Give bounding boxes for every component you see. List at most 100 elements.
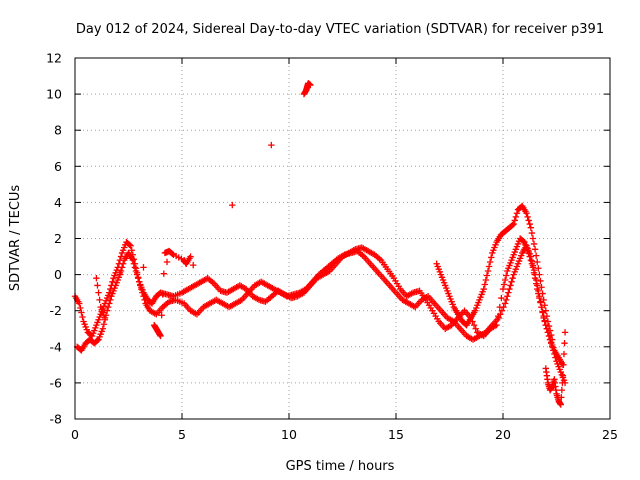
plot-frame <box>74 57 611 420</box>
data-point-marker <box>96 296 103 304</box>
data-point-marker <box>136 278 143 286</box>
data-point-marker <box>497 311 504 318</box>
data-point-marker <box>527 224 535 231</box>
data-point-marker <box>106 289 113 296</box>
data-point-marker <box>547 339 555 347</box>
data-point-marker <box>78 309 85 316</box>
data-point-marker <box>551 350 558 358</box>
data-point-marker <box>187 253 194 260</box>
data-point-marker <box>500 281 508 288</box>
y-tick-label: -4 <box>50 339 63 354</box>
data-point-marker <box>534 282 541 289</box>
data-point-marker <box>93 275 100 282</box>
x-axis-label: GPS time / hours <box>286 459 395 474</box>
data-point-marker <box>77 304 84 312</box>
data-point-marker <box>512 213 520 221</box>
data-point-marker <box>504 293 511 300</box>
data-point-marker <box>118 264 126 271</box>
data-point-marker <box>99 325 107 332</box>
y-tick-label: 12 <box>46 51 62 66</box>
data-point-marker <box>482 276 490 284</box>
data-point-marker <box>480 285 487 293</box>
data-point-marker <box>552 354 559 361</box>
chart-title: Day 012 of 2024, Sidereal Day-to-day VTE… <box>76 22 604 37</box>
data-point-marker <box>498 307 506 314</box>
data-point-marker <box>104 303 112 311</box>
data-point-marker <box>506 285 513 293</box>
data-point-marker <box>107 296 114 304</box>
data-point-marker <box>163 258 171 266</box>
data-point-marker <box>117 253 125 260</box>
data-point-marker <box>543 312 551 320</box>
data-point-marker <box>488 254 495 261</box>
data-point-marker <box>500 303 507 311</box>
data-point-marker <box>544 318 552 325</box>
data-point-marker <box>536 293 543 300</box>
data-point-marker <box>470 321 478 329</box>
data-point-marker <box>540 314 547 322</box>
data-point-marker <box>539 290 546 297</box>
data-point-marker <box>546 327 554 334</box>
data-point-marker <box>472 325 479 332</box>
data-point-marker <box>101 314 109 322</box>
data-point-marker <box>511 217 518 224</box>
data-point-marker <box>526 220 533 228</box>
data-point-marker <box>541 302 548 309</box>
data-point-marker <box>561 329 569 336</box>
data-point-marker <box>79 313 86 321</box>
data-point-marker <box>501 276 509 284</box>
data-point-marker <box>132 267 140 275</box>
axis-ticks: 0 5 10 15 20 25 -8 -6 -4 -2 0 2 4 6 8 10 12 <box>46 51 618 443</box>
data-point-marker <box>540 296 547 304</box>
data-point-marker <box>509 221 516 229</box>
data-point-marker <box>539 309 546 316</box>
data-point-marker <box>107 285 114 293</box>
x-tick-label: 10 <box>281 427 297 442</box>
y-tick-label: 8 <box>54 123 62 138</box>
data-point-marker <box>559 372 567 379</box>
data-point-marker <box>549 336 556 343</box>
data-point-marker <box>508 278 515 286</box>
data-point-marker <box>133 271 141 278</box>
data-point-marker <box>535 265 542 272</box>
data-point-marker <box>157 332 164 340</box>
y-tick-label: 10 <box>46 87 62 102</box>
data-point-marker <box>560 350 568 358</box>
data-point-marker <box>557 401 564 408</box>
data-point-marker <box>307 81 314 89</box>
data-point-marker <box>128 247 135 254</box>
data-point-marker <box>481 281 489 288</box>
data-point-marker <box>109 278 116 286</box>
data-point-marker <box>537 277 544 285</box>
data-point-marker <box>560 361 567 369</box>
data-point-marker <box>532 252 540 259</box>
x-tick-label: 25 <box>602 427 618 442</box>
data-point-marker <box>486 258 494 266</box>
y-tick-label: 4 <box>54 195 62 210</box>
data-point-marker <box>140 293 147 300</box>
data-point-marker <box>131 264 139 271</box>
data-point-marker <box>160 270 168 277</box>
data-point-marker <box>498 294 505 302</box>
data-point-marker <box>119 260 127 267</box>
data-point-marker <box>129 256 136 264</box>
data-point-marker <box>503 296 510 304</box>
data-point-marker <box>524 213 531 221</box>
data-point-marker <box>550 347 557 354</box>
data-point-marker <box>547 331 555 339</box>
data-point-marker <box>94 337 101 344</box>
data-point-marker <box>484 267 492 275</box>
x-tick-label: 5 <box>178 427 186 442</box>
y-axis-label: SDTVAR / TECUs <box>8 185 23 292</box>
data-point-marker <box>528 257 536 265</box>
data-point-marker <box>525 217 532 224</box>
data-point-marker <box>530 240 538 248</box>
data-point-marker <box>505 289 512 296</box>
data-point-marker <box>76 300 83 307</box>
data-point-marker <box>190 261 197 269</box>
data-point-marker <box>534 258 541 266</box>
data-point-marker <box>542 307 549 314</box>
data-point-marker <box>103 307 111 314</box>
data-point-marker <box>141 296 148 304</box>
